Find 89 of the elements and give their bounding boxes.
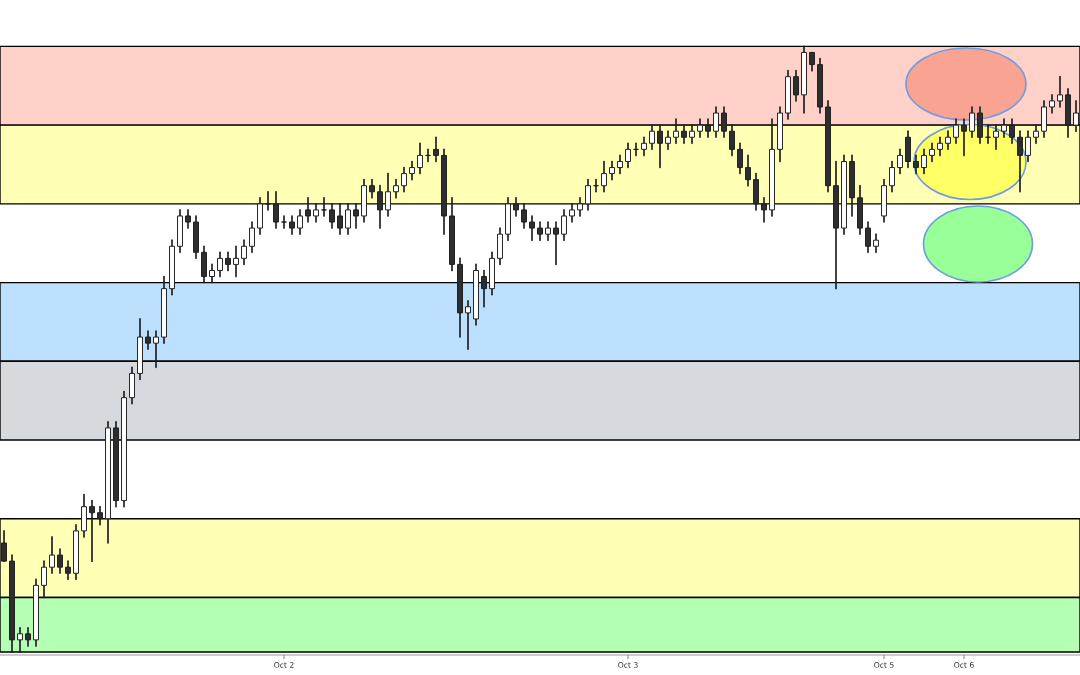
candlestick — [313, 203, 319, 223]
candlestick — [561, 209, 567, 242]
candlestick — [249, 221, 255, 254]
candlestick — [145, 330, 151, 351]
candlestick — [1025, 130, 1031, 163]
candlestick — [1, 530, 7, 562]
candlestick — [1049, 94, 1055, 114]
candlestick — [25, 626, 31, 647]
candlestick — [729, 124, 735, 157]
candlestick — [57, 548, 63, 575]
candlestick — [345, 203, 351, 235]
candlestick — [241, 239, 247, 266]
candlestick — [953, 118, 959, 145]
candlestick — [617, 154, 623, 175]
candlestick — [649, 124, 655, 151]
candlestick — [65, 560, 71, 581]
candlestick — [737, 142, 743, 175]
candlestick — [273, 190, 279, 229]
candlestick — [865, 221, 871, 254]
candlestick — [521, 203, 527, 229]
candlestick — [609, 160, 615, 181]
candlestick — [1057, 75, 1063, 108]
candlestick — [713, 106, 719, 139]
candlestick — [49, 536, 55, 575]
candlestick — [1033, 124, 1039, 145]
candlestick — [625, 142, 631, 169]
candlestick — [41, 560, 47, 599]
candlestick — [873, 233, 879, 254]
candlestick — [577, 196, 583, 217]
candlestick — [97, 505, 103, 526]
candlestick — [305, 196, 311, 223]
candlestick — [1017, 130, 1023, 193]
candlestick — [353, 203, 359, 229]
candlestick — [289, 215, 295, 235]
candlestick — [153, 330, 159, 369]
candlestick — [329, 203, 335, 229]
candlestick — [369, 178, 375, 199]
candlestick — [1001, 118, 1007, 139]
candlestick — [793, 69, 799, 102]
candlestick — [689, 124, 695, 145]
candlestick — [1009, 118, 1015, 145]
candlestick — [961, 118, 967, 157]
candlestick — [337, 203, 343, 235]
candlestick — [681, 124, 687, 145]
candlestick — [705, 118, 711, 139]
candlestick — [465, 299, 471, 351]
candlestick — [417, 142, 423, 175]
candlestick — [937, 136, 943, 157]
candlestick — [17, 626, 23, 653]
candlestick — [545, 221, 551, 242]
candlestick — [665, 130, 671, 151]
candlestick — [745, 154, 751, 187]
candlestick — [393, 178, 399, 199]
candlestick — [697, 118, 703, 139]
candlestick — [185, 209, 191, 229]
candlestick — [585, 178, 591, 211]
candlestick — [969, 106, 975, 139]
candlestick — [641, 136, 647, 157]
candlestick — [993, 124, 999, 151]
candlestick — [217, 251, 223, 278]
candlestick — [601, 160, 607, 193]
candlestick — [1073, 100, 1079, 133]
candlestick — [433, 136, 439, 163]
candlestick — [657, 124, 663, 169]
candlestick — [569, 203, 575, 223]
candlestick — [537, 221, 543, 242]
candlestick — [377, 184, 383, 229]
candlestick — [385, 172, 391, 217]
candlestick — [513, 196, 519, 217]
candlestick — [553, 221, 559, 266]
candlestick — [673, 118, 679, 145]
candlestick — [945, 130, 951, 151]
candlestick — [761, 196, 767, 223]
candlestick — [921, 148, 927, 175]
candlestick — [89, 499, 95, 562]
candlestick — [897, 148, 903, 175]
candlestick — [929, 142, 935, 163]
candlestick — [481, 269, 487, 308]
candlestick — [297, 209, 303, 235]
candlestick — [809, 51, 815, 72]
candlestick — [401, 166, 407, 193]
candlestick — [529, 215, 535, 242]
candlestick — [889, 160, 895, 193]
candlestick — [721, 106, 727, 139]
candlestick — [409, 160, 415, 181]
candlestick — [209, 263, 215, 284]
candlestick — [225, 251, 231, 272]
candlestick — [233, 245, 239, 278]
candlestick — [913, 154, 919, 175]
